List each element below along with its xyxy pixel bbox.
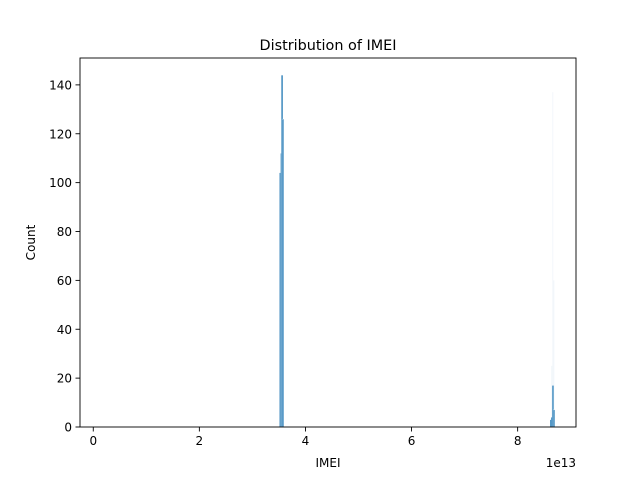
x-tick-label: 6 [408, 434, 416, 448]
y-axis-ticks: 0 20 40 60 80 100 120 140 [49, 78, 80, 435]
x-tick-label: 2 [196, 434, 204, 448]
histogram-bar [281, 118, 284, 428]
y-tick-label: 120 [49, 127, 72, 141]
y-tick-label: 100 [49, 176, 72, 190]
x-tick-label: 8 [514, 434, 522, 448]
y-tick-label: 0 [64, 421, 72, 435]
histogram-bar-faint [553, 280, 555, 427]
x-axis-ticks: 0 2 4 6 8 [89, 427, 521, 448]
y-tick-label: 80 [57, 225, 72, 239]
y-tick-label: 20 [57, 372, 72, 386]
y-tick-label: 40 [57, 323, 72, 337]
y-axis-label: Count [24, 224, 38, 260]
x-axis-offset-label: 1e13 [546, 456, 576, 470]
x-axis-label: IMEI [315, 456, 340, 470]
x-tick-label: 0 [89, 434, 97, 448]
axes-frame [79, 57, 577, 428]
x-tick-label: 4 [302, 434, 310, 448]
histogram-bar-faint [552, 92, 554, 428]
histogram-bar-faint [551, 365, 553, 427]
chart-title: Distribution of IMEI [260, 38, 397, 54]
y-tick-label: 140 [49, 78, 72, 92]
histogram-bar [553, 409, 555, 428]
y-tick-label: 60 [57, 274, 72, 288]
